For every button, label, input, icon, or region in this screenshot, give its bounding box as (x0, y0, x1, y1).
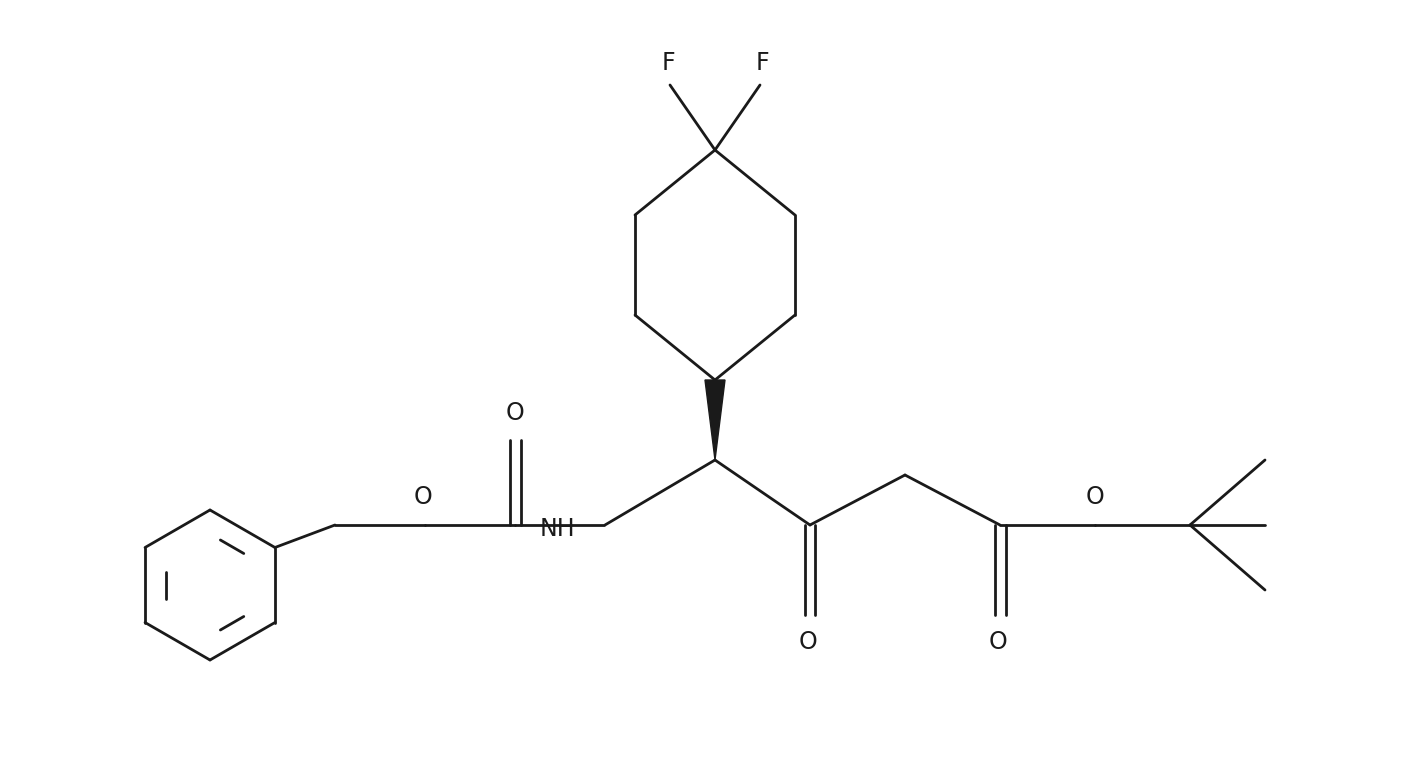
Text: O: O (505, 401, 524, 425)
Text: O: O (414, 485, 432, 509)
Text: O: O (989, 630, 1007, 654)
Text: O: O (799, 630, 818, 654)
Text: F: F (661, 51, 675, 75)
Polygon shape (705, 380, 725, 460)
Text: NH: NH (539, 517, 575, 541)
Text: F: F (755, 51, 769, 75)
Text: O: O (1086, 485, 1104, 509)
